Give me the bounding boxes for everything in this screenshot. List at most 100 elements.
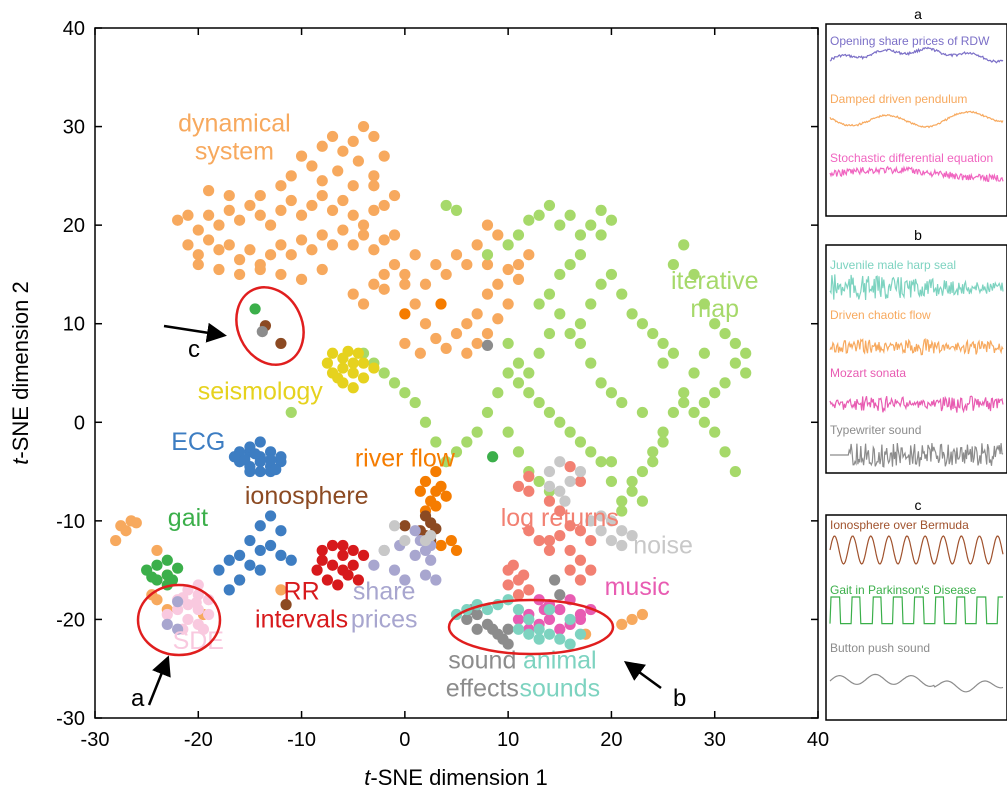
point-iterative-map bbox=[616, 396, 628, 409]
point-log-returns bbox=[523, 525, 535, 537]
point-dynamical-system bbox=[512, 258, 525, 271]
panel-c-title: c bbox=[915, 497, 922, 513]
point-river-flow bbox=[399, 308, 411, 320]
point-share-prices bbox=[419, 569, 432, 581]
point-log-returns bbox=[574, 475, 587, 488]
point-iterative-map bbox=[419, 416, 432, 428]
point-river-flow bbox=[435, 539, 447, 552]
point-dynamical-system bbox=[332, 165, 344, 177]
arrow-b bbox=[623, 661, 662, 690]
point-dynamical-system bbox=[285, 194, 297, 207]
point-iterative-map bbox=[430, 436, 442, 448]
point-dynamical-system bbox=[264, 249, 277, 261]
point-animal-sounds bbox=[564, 638, 576, 650]
point-dynamical-system bbox=[244, 199, 256, 212]
point-dynamical-system bbox=[414, 347, 426, 359]
point-sound-effects bbox=[487, 623, 499, 635]
point-dynamical-system bbox=[254, 263, 266, 276]
cluster-label-sound-effects: sound effects bbox=[446, 647, 519, 703]
point-iterative-map bbox=[512, 229, 525, 241]
point-iterative-map bbox=[667, 347, 680, 359]
point-dynamical-system bbox=[130, 517, 142, 529]
point-iterative-map bbox=[533, 298, 545, 310]
x-tick-label: -30 bbox=[81, 729, 110, 751]
point-dynamical-system bbox=[378, 234, 390, 246]
point-iterative-map bbox=[533, 396, 545, 409]
point-ecg bbox=[275, 451, 287, 463]
point-iterative-map bbox=[626, 475, 638, 488]
trace-label: Mozart sonata bbox=[830, 366, 906, 380]
point-iterative-map bbox=[481, 406, 494, 419]
point-iterative-map bbox=[740, 347, 752, 359]
point-iterative-map bbox=[636, 465, 649, 478]
point-iterative-map bbox=[585, 357, 597, 369]
point-ionosphere bbox=[399, 520, 411, 532]
point-gait bbox=[487, 451, 499, 463]
point-ecg bbox=[254, 465, 266, 478]
point-dynamical-system bbox=[295, 150, 308, 162]
point-iterative-map bbox=[698, 298, 710, 310]
point-ecg bbox=[254, 456, 266, 468]
point-noise bbox=[425, 530, 437, 542]
point-dynamical-system bbox=[316, 175, 328, 187]
point-noise bbox=[378, 544, 390, 557]
point-iterative-map bbox=[636, 406, 649, 419]
point-share-prices bbox=[425, 554, 437, 566]
point-seismology bbox=[357, 372, 370, 384]
point-dynamical-system bbox=[337, 224, 349, 236]
point-dynamical-system bbox=[306, 199, 318, 212]
trace-label: Ionosphere over Bermuda bbox=[830, 518, 969, 532]
point-rr-intervals bbox=[347, 559, 359, 571]
point-rr-intervals bbox=[326, 559, 339, 571]
point-sound-effects bbox=[502, 623, 514, 635]
point-iterative-map bbox=[574, 249, 587, 261]
point-dynamical-system bbox=[481, 219, 494, 231]
point-animal-sounds bbox=[574, 628, 587, 640]
point-gait bbox=[161, 554, 173, 566]
point-iterative-map bbox=[564, 327, 576, 340]
point-log-returns bbox=[585, 534, 597, 547]
point-ecg bbox=[285, 554, 297, 566]
point-ecg bbox=[228, 451, 241, 463]
point-dynamical-system bbox=[419, 318, 432, 330]
point-dynamical-system bbox=[306, 160, 318, 172]
x-axis-title: t-SNE dimension 1 bbox=[364, 765, 547, 790]
point-dynamical-system bbox=[399, 337, 411, 350]
y-tick-label: 0 bbox=[74, 412, 85, 434]
point-dynamical-system bbox=[492, 313, 504, 325]
point-seismology bbox=[352, 347, 364, 359]
point-iterative-map bbox=[409, 396, 421, 409]
point-animal-sounds bbox=[543, 628, 556, 640]
cluster-label-ionosphere: ionosphere bbox=[245, 482, 369, 510]
point-iterative-map bbox=[647, 456, 659, 468]
point-log-returns bbox=[512, 480, 525, 492]
point-iterative-map bbox=[523, 387, 535, 399]
point-sound-effects bbox=[461, 613, 473, 626]
trace-label: Damped driven pendulum bbox=[830, 92, 967, 106]
point-dynamical-system bbox=[192, 258, 204, 271]
point-iterative-map bbox=[512, 446, 525, 458]
point-noise bbox=[595, 525, 607, 537]
point-share-prices bbox=[388, 564, 401, 576]
point-dynamical-system bbox=[502, 298, 514, 310]
cluster-label-ecg: ECG bbox=[171, 428, 225, 456]
point-rr-intervals bbox=[326, 539, 339, 552]
point-music bbox=[574, 613, 587, 626]
point-log-returns bbox=[564, 520, 576, 532]
point-dynamical-system bbox=[192, 249, 204, 261]
axis-ticks: -30 -20 -10 0 10 20 30 40 -30 -20 -10 0 10 20 30 40 bbox=[56, 18, 829, 751]
point-dynamical-system bbox=[399, 268, 411, 281]
point-iterative-map bbox=[657, 357, 669, 369]
callout-letter-a: a bbox=[131, 685, 145, 712]
point-noise bbox=[616, 525, 628, 537]
point-iterative-map bbox=[709, 318, 721, 330]
trace-label: Stochastic differential equation bbox=[830, 151, 993, 165]
point-dynamical-system bbox=[275, 268, 287, 281]
point-rr-intervals bbox=[357, 549, 370, 561]
arrow-a bbox=[147, 655, 171, 706]
point-music bbox=[543, 613, 556, 626]
point-log-returns bbox=[543, 534, 556, 547]
point-dynamical-system bbox=[316, 189, 328, 202]
point-noise bbox=[564, 475, 576, 488]
point-dynamical-system bbox=[203, 234, 215, 246]
